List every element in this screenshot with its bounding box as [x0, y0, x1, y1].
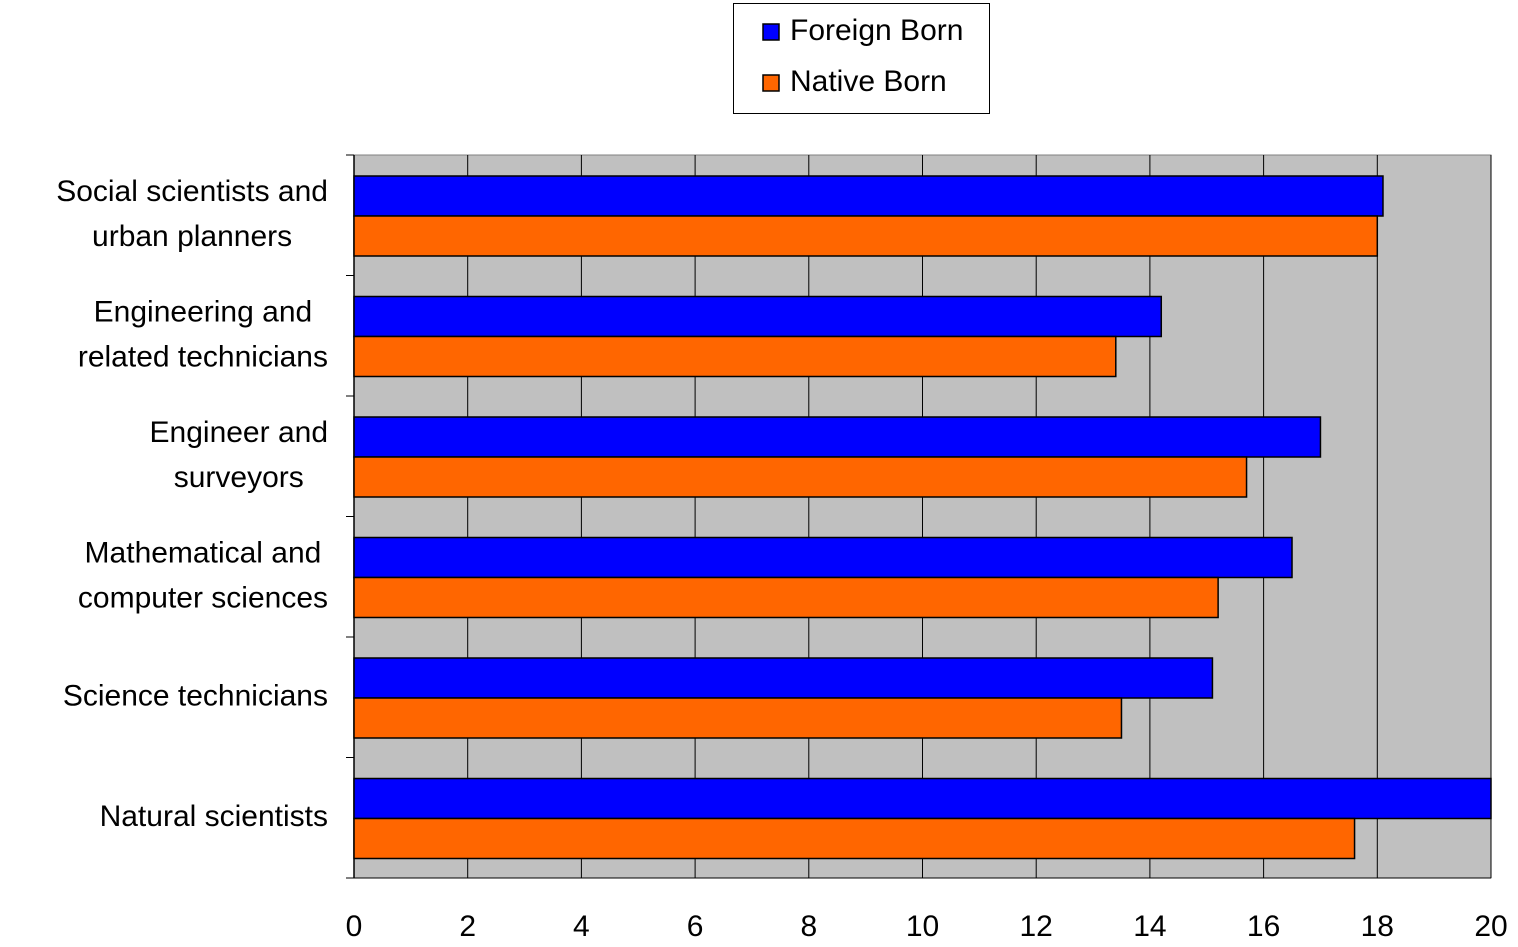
legend-swatch: [762, 74, 780, 92]
legend-label: Foreign Born: [790, 14, 963, 47]
bar: [353, 416, 1322, 458]
y-tick-label: Science technicians: [63, 679, 328, 712]
y-tick-label: Mathematical and computer sciences: [78, 536, 328, 614]
y-tick-label: Engineering and related technicians: [78, 295, 328, 373]
bar: [353, 335, 1117, 378]
bar: [353, 295, 1163, 338]
y-tick-label: Natural scientists: [100, 800, 328, 833]
bar: [353, 536, 1293, 579]
legend-box: [733, 3, 990, 114]
x-tick-label: 20: [1474, 910, 1507, 943]
x-tick-label: 0: [346, 910, 363, 943]
x-tick-label: 6: [687, 910, 704, 943]
x-tick-label: 10: [906, 910, 939, 943]
bar: [353, 657, 1214, 699]
x-tick-label: 14: [1133, 910, 1166, 943]
x-tick-label: 4: [573, 910, 590, 943]
x-tick-label: 8: [800, 910, 817, 943]
bar: [353, 175, 1384, 217]
bar: [353, 817, 1356, 860]
bar: [353, 215, 1379, 257]
x-tick-label: 2: [459, 910, 476, 943]
x-tick-label: 16: [1247, 910, 1280, 943]
bar: [353, 456, 1248, 498]
legend-swatch: [762, 23, 780, 41]
bar: [353, 697, 1123, 739]
legend-label: Native Born: [790, 65, 947, 98]
y-tick-label: Engineer and surveyors: [150, 416, 328, 494]
x-tick-label: 12: [1020, 910, 1053, 943]
x-tick-label: 18: [1361, 910, 1394, 943]
bar: [353, 576, 1219, 619]
bar: [353, 777, 1492, 820]
y-tick-label: Social scientists and urban planners: [56, 175, 328, 253]
